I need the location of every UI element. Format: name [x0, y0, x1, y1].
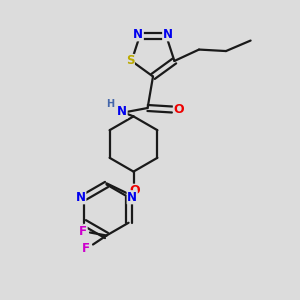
Text: F: F	[79, 225, 87, 238]
Text: O: O	[129, 184, 140, 197]
Text: N: N	[127, 191, 137, 204]
Text: H: H	[106, 99, 114, 109]
Text: F: F	[82, 242, 89, 256]
Text: N: N	[76, 191, 86, 204]
Text: N: N	[163, 28, 173, 41]
Text: O: O	[173, 103, 184, 116]
Text: N: N	[117, 105, 127, 119]
Text: N: N	[133, 28, 143, 41]
Text: S: S	[126, 55, 134, 68]
